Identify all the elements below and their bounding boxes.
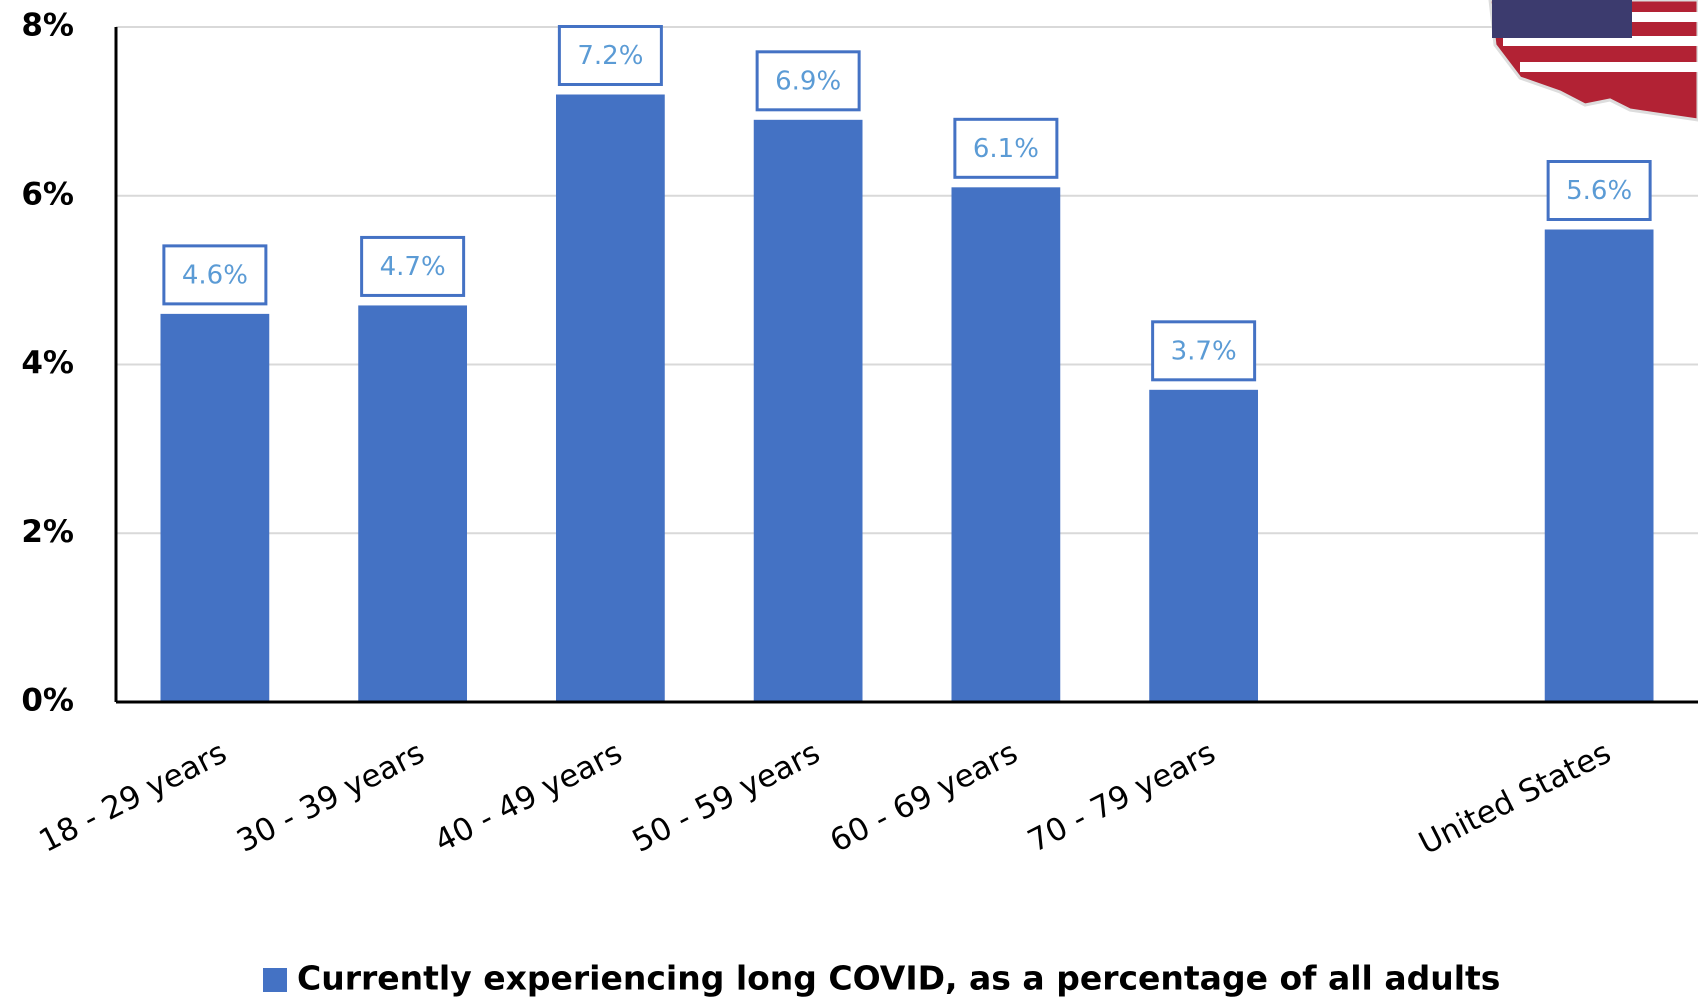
bar: [1544, 229, 1654, 702]
legend-swatch: [263, 968, 287, 992]
x-tick-label: United States: [1413, 735, 1616, 862]
bar: [753, 119, 863, 702]
y-tick-label: 0%: [21, 683, 74, 719]
value-label-box: [953, 117, 1059, 179]
legend: Currently experiencing long COVID, as a …: [263, 959, 1500, 998]
y-tick-label: 8%: [21, 8, 74, 44]
value-label-box: [557, 25, 663, 86]
value-label: 6.9%: [775, 66, 841, 96]
y-tick-label: 6%: [21, 176, 74, 212]
bar: [555, 94, 665, 702]
x-tick-label: 50 - 59 years: [627, 735, 826, 860]
legend-label: Currently experiencing long COVID, as a …: [297, 959, 1500, 998]
value-label: 5.6%: [1566, 176, 1632, 206]
value-label-box: [360, 235, 466, 297]
value-label: 6.1%: [973, 134, 1039, 164]
y-tick-label: 2%: [21, 514, 74, 550]
x-tick-label: 60 - 69 years: [824, 735, 1023, 860]
x-tick-label: 40 - 49 years: [429, 735, 628, 860]
value-label-box: [162, 244, 268, 306]
bar: [951, 187, 1061, 702]
bar: [1149, 389, 1259, 702]
value-label: 4.6%: [182, 260, 248, 290]
value-label: 4.7%: [380, 252, 446, 282]
value-label-box: [1151, 320, 1257, 382]
x-tick-label: 18 - 29 years: [33, 735, 232, 860]
x-tick-label: 70 - 79 years: [1022, 735, 1221, 860]
value-label: 3.7%: [1171, 336, 1237, 366]
bar: [358, 305, 468, 702]
y-tick-label: 4%: [21, 345, 74, 381]
flag-icon: [1488, 0, 1698, 122]
value-label-box: [755, 50, 861, 112]
x-tick-label: 30 - 39 years: [231, 735, 430, 860]
bar: [160, 313, 270, 702]
value-label-box: [1546, 160, 1652, 221]
value-label: 7.2%: [577, 41, 643, 71]
